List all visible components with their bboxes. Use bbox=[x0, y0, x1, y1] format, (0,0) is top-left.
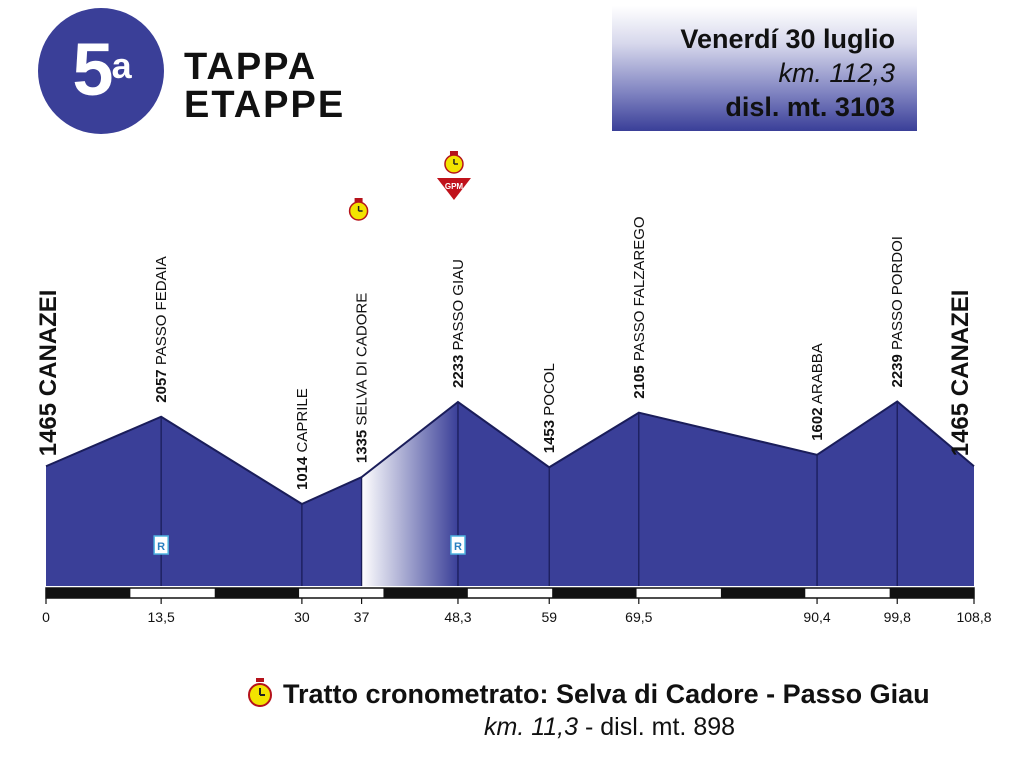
waypoint-label: 2057 PASSO FEDAIA bbox=[153, 256, 170, 402]
stage-word-other: ETAPPE bbox=[184, 84, 346, 126]
timed-section-climb: disl. mt. 898 bbox=[600, 713, 736, 741]
waypoint-altitude: 2239 bbox=[889, 354, 906, 387]
waypoint-name: CAPRILE bbox=[294, 388, 311, 456]
waypoint-name: CANAZEI bbox=[35, 290, 62, 403]
waypoint-name: PASSO FALZAREGO bbox=[631, 216, 648, 365]
chrono-section-area bbox=[361, 402, 458, 586]
profile-outline bbox=[45, 400, 975, 506]
stage-word-italian: TAPPA bbox=[184, 46, 318, 88]
distance-bar-segment bbox=[214, 588, 300, 598]
stopwatch-icon-end bbox=[444, 151, 464, 174]
altitude-profile-chart: 0 13,5 30 37 48,3 59 69,5 90,4 99,8 108,8 13,5 16,5… bbox=[35, 151, 992, 640]
stopwatch-icon bbox=[248, 678, 272, 707]
km-label: 30 bbox=[294, 609, 310, 625]
km-label: 69,5 bbox=[625, 609, 652, 625]
waypoint-label: 1465 CANAZEI bbox=[947, 290, 974, 457]
gpm-icon: GPM bbox=[436, 178, 471, 200]
segment-distance-label: 11,3 bbox=[397, 637, 423, 640]
segment-distance-label: 20,9 bbox=[714, 637, 741, 640]
profile-area-group bbox=[46, 401, 974, 586]
distance-bar-segment bbox=[889, 588, 974, 598]
timed-section-title: Tratto cronometrato: Selva di Cadore - P… bbox=[283, 679, 930, 709]
profile-lines-group bbox=[45, 400, 975, 586]
profile-icons-group: GPM R R bbox=[153, 151, 471, 555]
gpm-triangle bbox=[436, 178, 471, 200]
waypoint-label: 1335 SELVA DI CADORE bbox=[354, 293, 371, 463]
stage-date: Venerdí 30 luglio bbox=[680, 24, 895, 54]
waypoint-altitude: 2057 bbox=[153, 369, 170, 402]
waypoint-name: CANAZEI bbox=[947, 290, 974, 403]
waypoint-altitude: 1465 bbox=[947, 403, 974, 456]
km-label: 108,8 bbox=[956, 609, 991, 625]
segment-distance-label: 7 bbox=[328, 637, 336, 640]
ristoro-box bbox=[153, 535, 169, 555]
waypoint-altitude: 1014 bbox=[294, 456, 311, 490]
km-label: 13,5 bbox=[148, 609, 175, 625]
km-label: 48,3 bbox=[444, 609, 471, 625]
distance-bar bbox=[45, 587, 975, 599]
km-label: 99,8 bbox=[884, 609, 911, 625]
km-label: 0 bbox=[42, 609, 50, 625]
waypoint-name: PASSO PORDOI bbox=[889, 236, 906, 354]
stage-info-box: Venerdí 30 luglio km. 112,3 disl. mt. 31… bbox=[612, 6, 917, 131]
ristoro-label: R bbox=[157, 541, 165, 553]
waypoint-label: 2105 PASSO FALZAREGO bbox=[631, 216, 648, 398]
segment-distance-label: 16,5 bbox=[218, 637, 245, 640]
segment-distance-label: 10,5 bbox=[580, 637, 607, 640]
distance-bar-segment bbox=[46, 588, 131, 598]
distance-bar-segment bbox=[720, 588, 806, 598]
km-label: 37 bbox=[354, 609, 370, 625]
waypoint-label: 2233 PASSO GIAU bbox=[450, 259, 467, 388]
waypoint-name: PASSO FEDAIA bbox=[153, 256, 170, 369]
km-label: 59 bbox=[541, 609, 557, 625]
timed-section-km: km. 11,3 bbox=[484, 713, 579, 741]
stage-distance: km. 112,3 bbox=[778, 58, 895, 88]
ristoro-label: R bbox=[454, 541, 462, 553]
waypoint-name: ARABBA bbox=[809, 343, 826, 407]
gpm-label: GPM bbox=[445, 182, 464, 191]
distance-bar-group: 0 13,5 30 37 48,3 59 69,5 90,4 99,8 108,8 13,5 16,5… bbox=[42, 587, 992, 640]
segment-distance-label: 13,5 bbox=[90, 637, 117, 640]
stage-climb: disl. mt. 3103 bbox=[725, 92, 895, 122]
waypoint-label: 1453 POCOL bbox=[541, 363, 558, 453]
stopwatch-crown bbox=[354, 198, 363, 202]
ristoro-icon: R bbox=[450, 535, 466, 555]
waypoint-label: 1014 CAPRILE bbox=[294, 388, 311, 490]
stopwatch-icon-start bbox=[348, 198, 369, 221]
waypoint-name: PASSO GIAU bbox=[450, 259, 467, 355]
waypoint-altitude: 2233 bbox=[450, 355, 467, 388]
km-label: 90,4 bbox=[803, 609, 830, 625]
waypoint-name: POCOL bbox=[541, 363, 558, 420]
stage-number: 5a bbox=[72, 28, 132, 111]
waypoint-altitude: 1602 bbox=[809, 407, 826, 440]
waypoint-altitude: 1453 bbox=[541, 420, 558, 453]
ristoro-icon: R bbox=[153, 535, 169, 555]
timed-section-details: km. 11,3 - disl. mt. 898 bbox=[484, 713, 735, 742]
waypoint-label: 1602 ARABBA bbox=[809, 343, 826, 441]
distance-bar-segment bbox=[383, 588, 468, 598]
profile-labels-group: 1465 CANAZEI 2057 PASSO FEDAIA 1014 CAPRIL… bbox=[35, 216, 974, 490]
profile-area bbox=[46, 401, 974, 586]
waypoint-altitude: 1465 bbox=[35, 403, 62, 456]
waypoint-altitude: 2105 bbox=[631, 365, 648, 398]
stopwatch-crown bbox=[449, 151, 458, 155]
segment-distance-label: 9,4 bbox=[847, 637, 867, 640]
stage-badge-circle bbox=[38, 8, 164, 134]
stage-number-suffix: a bbox=[111, 45, 132, 86]
segment-distance-label: 12,5 bbox=[922, 637, 949, 640]
waypoint-name: SELVA DI CADORE bbox=[354, 293, 371, 430]
distance-bar-segment bbox=[552, 588, 637, 598]
waypoint-label: 1465 CANAZEI bbox=[35, 290, 62, 457]
segment-distance-label: 10,7 bbox=[490, 637, 517, 640]
ristoro-box bbox=[450, 535, 466, 555]
waypoint-altitude: 1335 bbox=[354, 430, 371, 463]
timed-section-sep: - bbox=[578, 713, 601, 741]
waypoint-label: 2239 PASSO PORDOI bbox=[889, 236, 906, 387]
